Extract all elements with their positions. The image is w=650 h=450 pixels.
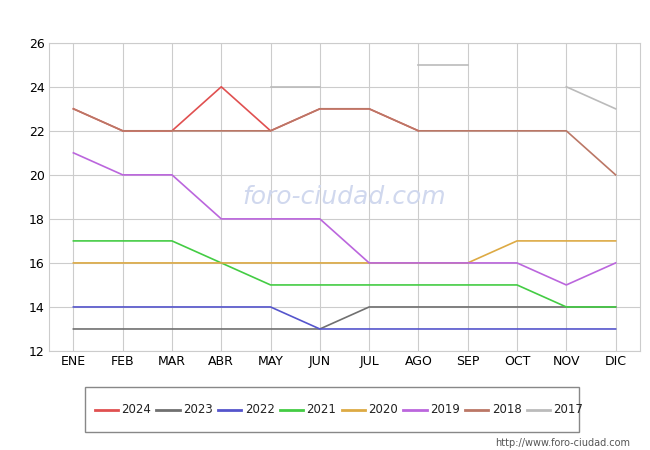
Text: 2023: 2023: [183, 403, 213, 416]
Text: 2017: 2017: [554, 403, 584, 416]
Text: 2020: 2020: [369, 403, 398, 416]
Text: 2019: 2019: [430, 403, 460, 416]
Text: 2021: 2021: [307, 403, 337, 416]
Text: http://www.foro-ciudad.com: http://www.foro-ciudad.com: [495, 438, 630, 448]
Text: Afiliados en San Cristóbal de la Vega a 31/5/2024: Afiliados en San Cristóbal de la Vega a …: [136, 11, 514, 27]
Text: 2022: 2022: [245, 403, 275, 416]
Text: 2018: 2018: [492, 403, 521, 416]
Text: 2024: 2024: [122, 403, 151, 416]
Text: foro-ciudad.com: foro-ciudad.com: [242, 185, 447, 209]
